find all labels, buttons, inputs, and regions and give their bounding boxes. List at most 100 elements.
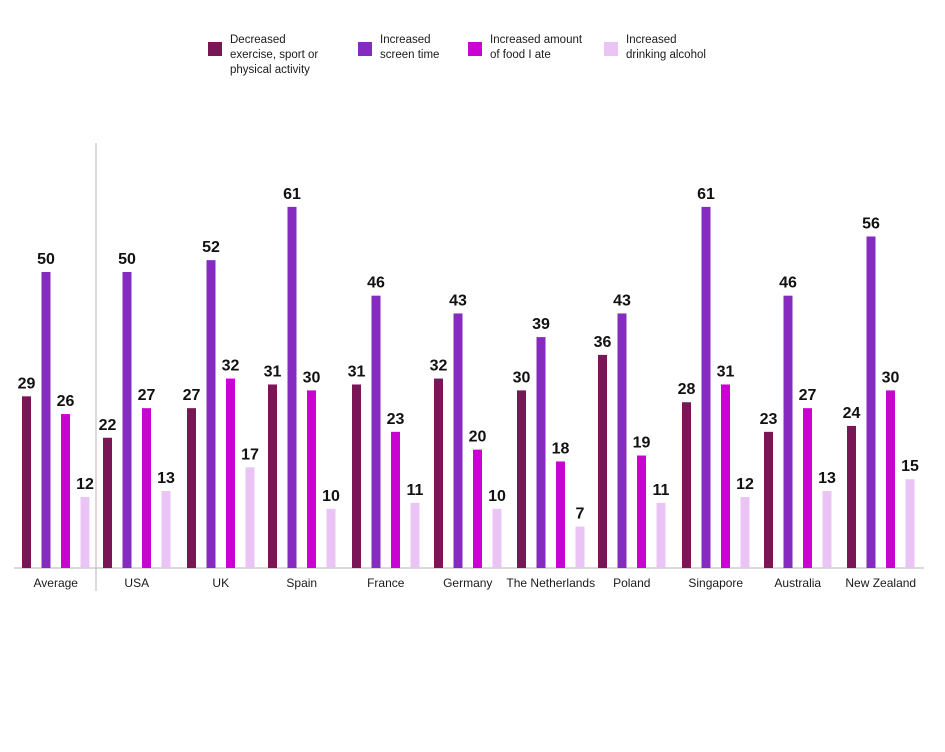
- data-label-australia-increased-amount-of-food-i-ate: 27: [799, 387, 817, 404]
- data-label-spain-decreased-exercise-sport-or-physical-activity: 31: [264, 363, 282, 380]
- data-label-new-zealand-increased-amount-of-food-i-ate: 30: [882, 369, 900, 386]
- legend-swatch-screen-time: [358, 42, 372, 56]
- bar-germany-increased-amount-of-food-i-ate: [473, 449, 482, 568]
- bar-group-france: 31 46 23 11 France: [348, 275, 424, 590]
- legend-item-screen-time: Increased screen time: [358, 33, 439, 63]
- legend-label-line: physical activity: [230, 64, 310, 76]
- bar-usa-increased-amount-of-food-i-ate: [142, 408, 151, 568]
- bar-singapore-increased-drinking-alcohol: [740, 496, 750, 568]
- bar-group-spain: 31 61 30 10 Spain: [264, 186, 340, 590]
- bar-australia-increased-screen-time: [783, 295, 793, 568]
- data-label-the-netherlands-increased-drinking-alcohol: 7: [576, 506, 585, 523]
- legend-swatch-food: [468, 42, 482, 56]
- data-label-usa-increased-drinking-alcohol: 13: [157, 470, 175, 487]
- bar-australia-decreased-exercise-sport-or-physical-activity: [764, 431, 773, 568]
- bar-germany-increased-screen-time: [453, 313, 463, 568]
- bar-group-singapore: 28 61 31 12 Singapore: [678, 186, 754, 590]
- bar-france-increased-screen-time: [371, 295, 381, 568]
- data-label-poland-increased-screen-time: 43: [613, 292, 631, 309]
- data-label-germany-increased-amount-of-food-i-ate: 20: [469, 429, 487, 446]
- category-label-poland: Poland: [613, 576, 650, 590]
- data-label-average-decreased-exercise-sport-or-physical-activity: 29: [18, 375, 36, 392]
- bar-australia-increased-amount-of-food-i-ate: [803, 408, 812, 568]
- legend-label-line: Increased: [380, 34, 431, 46]
- category-label-singapore: Singapore: [688, 576, 743, 590]
- category-label-average: Average: [34, 576, 79, 590]
- legend-label-alcohol: Increased drinking alcohol: [626, 33, 706, 63]
- data-label-singapore-increased-drinking-alcohol: 12: [736, 476, 754, 493]
- data-label-the-netherlands-increased-screen-time: 39: [532, 316, 550, 333]
- data-label-usa-decreased-exercise-sport-or-physical-activity: 22: [99, 417, 117, 434]
- bar-group-germany: 32 43 20 10 Germany: [430, 292, 506, 590]
- data-label-the-netherlands-decreased-exercise-sport-or-physical-activity: 30: [513, 369, 531, 386]
- legend-label-line: Decreased: [230, 34, 286, 46]
- bar-the-netherlands-increased-amount-of-food-i-ate: [556, 461, 565, 568]
- category-label-usa: USA: [124, 576, 149, 590]
- data-label-australia-decreased-exercise-sport-or-physical-activity: 23: [760, 411, 778, 428]
- legend-label-line: of food I ate: [490, 49, 551, 61]
- data-label-france-increased-screen-time: 46: [367, 275, 385, 292]
- category-label-uk: UK: [212, 576, 229, 590]
- bar-group-new-zealand: 24 56 30 15 New Zealand: [843, 215, 919, 590]
- data-label-france-increased-amount-of-food-i-ate: 23: [387, 411, 405, 428]
- data-label-germany-increased-drinking-alcohol: 10: [488, 488, 506, 505]
- bar-new-zealand-increased-drinking-alcohol: [905, 479, 915, 568]
- legend-swatch-alcohol: [604, 42, 618, 56]
- bar-singapore-increased-amount-of-food-i-ate: [721, 384, 730, 568]
- bar-group-the-netherlands: 30 39 18 7 The Netherlands: [506, 316, 595, 590]
- legend-label-line: Increased: [626, 34, 677, 46]
- bar-poland-increased-screen-time: [617, 313, 627, 568]
- legend-label-line: drinking alcohol: [626, 49, 706, 61]
- bar-group-uk: 27 52 32 17 UK: [183, 239, 259, 590]
- bar-average-decreased-exercise-sport-or-physical-activity: [22, 396, 31, 568]
- bar-singapore-decreased-exercise-sport-or-physical-activity: [682, 402, 691, 568]
- bar-usa-decreased-exercise-sport-or-physical-activity: [103, 437, 112, 568]
- legend-label-decreased-exercise: Decreased exercise, sport or physical ac…: [230, 33, 318, 78]
- data-label-new-zealand-decreased-exercise-sport-or-physical-activity: 24: [843, 405, 861, 422]
- data-label-uk-increased-amount-of-food-i-ate: 32: [222, 358, 240, 375]
- bar-france-increased-drinking-alcohol: [410, 502, 420, 568]
- bar-germany-increased-drinking-alcohol: [492, 508, 502, 568]
- legend-label-food: Increased amount of food I ate: [490, 33, 582, 63]
- data-label-germany-decreased-exercise-sport-or-physical-activity: 32: [430, 358, 448, 375]
- category-label-new-zealand: New Zealand: [845, 576, 916, 590]
- data-label-australia-increased-drinking-alcohol: 13: [818, 470, 836, 487]
- data-label-new-zealand-increased-drinking-alcohol: 15: [901, 458, 919, 475]
- bar-poland-increased-drinking-alcohol: [656, 502, 666, 568]
- bar-the-netherlands-increased-screen-time: [536, 337, 546, 568]
- bar-france-decreased-exercise-sport-or-physical-activity: [352, 384, 361, 568]
- bar-poland-decreased-exercise-sport-or-physical-activity: [598, 354, 607, 568]
- data-label-new-zealand-increased-screen-time: 56: [862, 215, 880, 232]
- data-label-singapore-increased-amount-of-food-i-ate: 31: [717, 363, 735, 380]
- bar-group-poland: 36 43 19 11 Poland: [594, 292, 670, 590]
- bar-spain-increased-amount-of-food-i-ate: [307, 390, 316, 568]
- bar-group-australia: 23 46 27 13 Australia: [760, 275, 836, 590]
- data-label-average-increased-drinking-alcohol: 12: [76, 476, 94, 493]
- bar-new-zealand-decreased-exercise-sport-or-physical-activity: [847, 425, 856, 568]
- bar-france-increased-amount-of-food-i-ate: [391, 431, 400, 568]
- legend-label-line: exercise, sport or: [230, 49, 319, 61]
- bar-uk-increased-screen-time: [206, 260, 216, 568]
- bar-average-increased-amount-of-food-i-ate: [61, 414, 70, 568]
- bar-new-zealand-increased-screen-time: [866, 236, 876, 569]
- bar-germany-decreased-exercise-sport-or-physical-activity: [434, 378, 443, 568]
- bar-spain-decreased-exercise-sport-or-physical-activity: [268, 384, 277, 568]
- legend-label-screen-time: Increased screen time: [380, 33, 439, 63]
- category-label-germany: Germany: [443, 576, 492, 590]
- bar-uk-increased-amount-of-food-i-ate: [226, 378, 235, 568]
- legend-swatch-decreased-exercise: [208, 42, 222, 56]
- data-label-poland-increased-drinking-alcohol: 11: [653, 482, 670, 499]
- data-label-france-increased-drinking-alcohol: 11: [407, 482, 424, 499]
- data-label-spain-increased-amount-of-food-i-ate: 30: [303, 369, 321, 386]
- data-label-average-increased-amount-of-food-i-ate: 26: [57, 393, 75, 410]
- data-label-france-decreased-exercise-sport-or-physical-activity: 31: [348, 363, 366, 380]
- data-label-germany-increased-screen-time: 43: [449, 292, 467, 309]
- bar-group-average: 29 50 26 12 Average: [18, 251, 94, 590]
- bar-average-increased-screen-time: [41, 272, 51, 568]
- chart-legend: Decreased exercise, sport or physical ac…: [208, 33, 928, 83]
- bar-the-netherlands-increased-drinking-alcohol: [575, 526, 585, 568]
- data-label-uk-increased-drinking-alcohol: 17: [241, 446, 259, 463]
- category-label-australia: Australia: [774, 576, 821, 590]
- legend-item-decreased-exercise: Decreased exercise, sport or physical ac…: [208, 33, 318, 78]
